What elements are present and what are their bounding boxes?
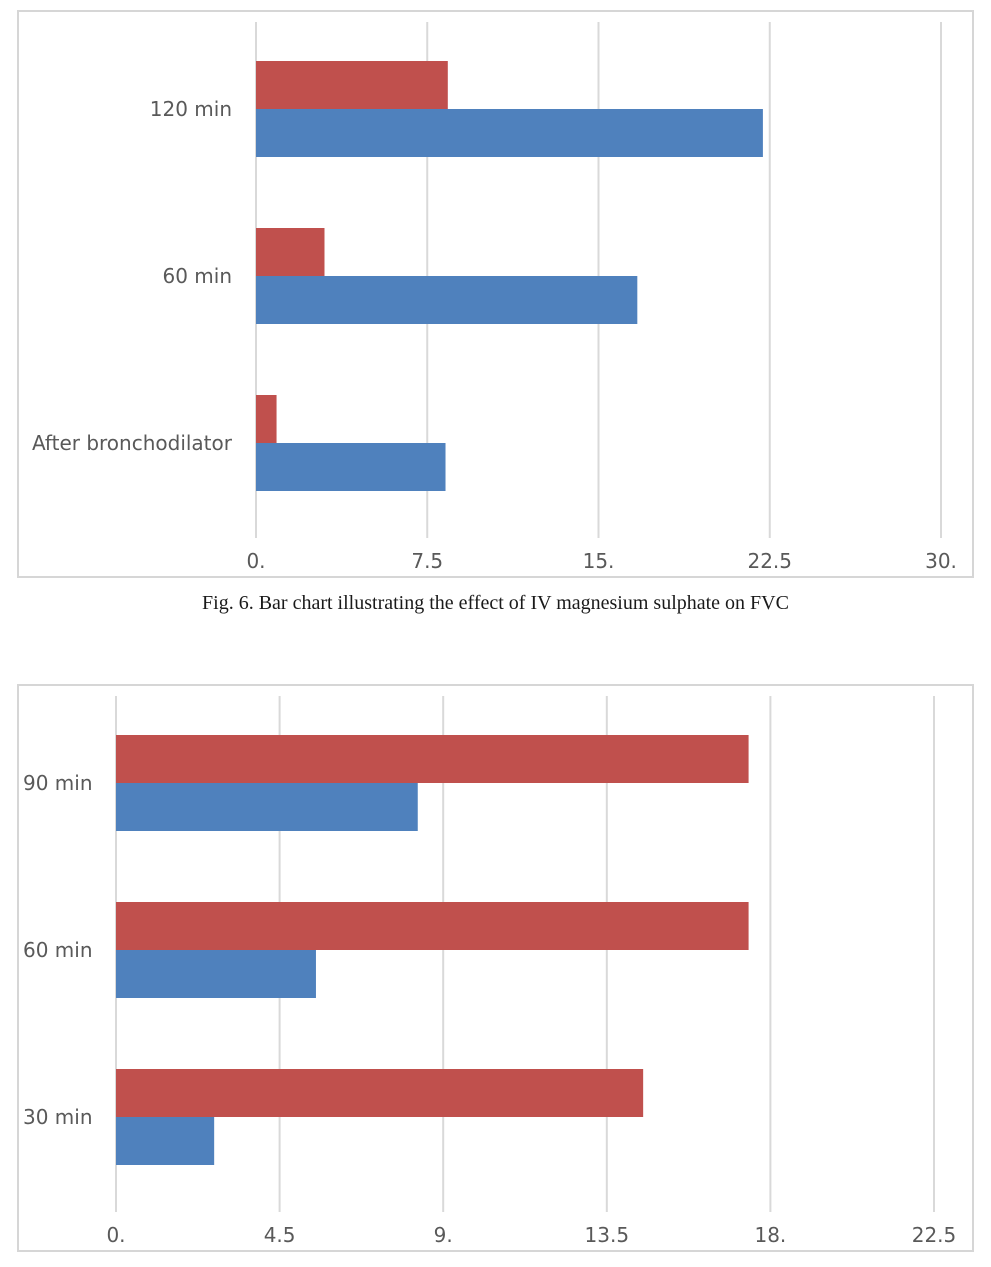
second-bar-blue-1 (116, 950, 316, 998)
second-tick-label-5: 22.5 (912, 1223, 957, 1247)
fvc-bar-red-2 (256, 395, 277, 443)
fvc-tick-label-2: 15. (583, 549, 615, 573)
fvc-tick-label-0: 0. (246, 549, 265, 573)
chart-second: 90 min 60 min 30 min 0. 4.5 9. 13.5 18. 22.5 (17, 684, 974, 1252)
second-tick-label-3: 13.5 (585, 1223, 630, 1247)
figure-caption: Fig. 6. Bar chart illustrating the effec… (202, 592, 789, 614)
second-tick-label-4: 18. (754, 1223, 786, 1247)
second-category-label-0: 90 min (23, 771, 93, 795)
fvc-bar-blue-1 (256, 276, 638, 324)
fvc-bar-red-0 (256, 61, 448, 109)
second-bar-red-2 (116, 1069, 644, 1117)
fvc-bar-blue-2 (256, 443, 446, 491)
second-bar-red-1 (116, 902, 749, 950)
second-tick-label-0: 0. (106, 1223, 125, 1247)
second-bar-red-0 (116, 735, 749, 783)
chart-fvc-svg: 120 min 60 min After bronchodilator 0. 7.5 15… (32, 22, 957, 573)
second-tick-label-1: 4.5 (264, 1223, 296, 1247)
chart-second-svg: 90 min 60 min 30 min 0. 4.5 9. 13.5 18. 22.5 (23, 696, 957, 1247)
fvc-category-label-0: 120 min (150, 97, 232, 121)
chart-fvc: 120 min 60 min After bronchodilator 0. 7.5 15… (17, 10, 974, 578)
second-bar-blue-2 (116, 1117, 215, 1165)
second-tick-label-2: 9. (434, 1223, 453, 1247)
fvc-category-label-2: After bronchodilator (32, 431, 233, 455)
second-bar-blue-0 (116, 783, 418, 831)
second-category-label-2: 30 min (23, 1105, 93, 1129)
fvc-tick-label-4: 30. (925, 549, 957, 573)
fvc-bar-red-1 (256, 228, 325, 276)
fvc-bar-blue-0 (256, 109, 763, 157)
fvc-tick-label-3: 22.5 (747, 549, 792, 573)
second-category-label-1: 60 min (23, 938, 93, 962)
fvc-category-label-1: 60 min (162, 264, 232, 288)
fvc-tick-label-1: 7.5 (411, 549, 443, 573)
